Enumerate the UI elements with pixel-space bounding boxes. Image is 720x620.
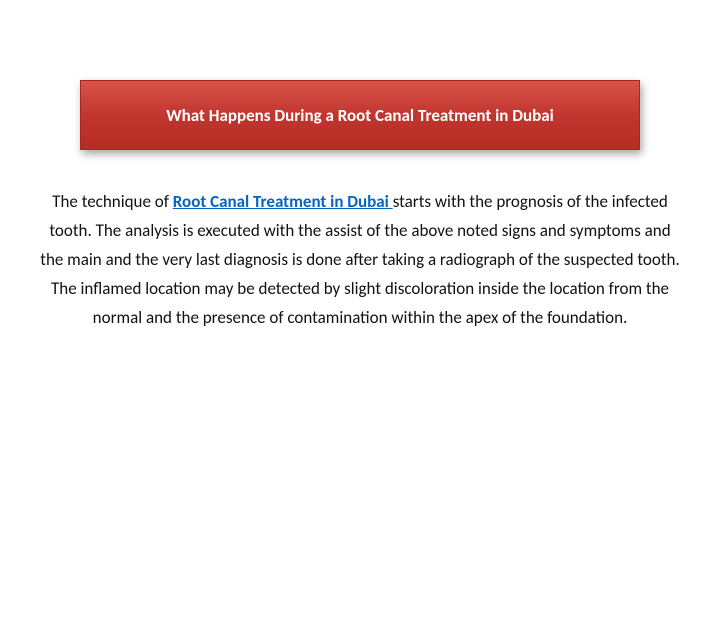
root-canal-link[interactable]: Root Canal Treatment in Dubai	[173, 191, 393, 212]
title-banner: What Happens During a Root Canal Treatme…	[80, 80, 640, 150]
body-paragraph: The technique of Root Canal Treatment in…	[40, 188, 680, 332]
banner-title: What Happens During a Root Canal Treatme…	[166, 105, 554, 126]
paragraph-lead: The technique of	[52, 191, 173, 212]
